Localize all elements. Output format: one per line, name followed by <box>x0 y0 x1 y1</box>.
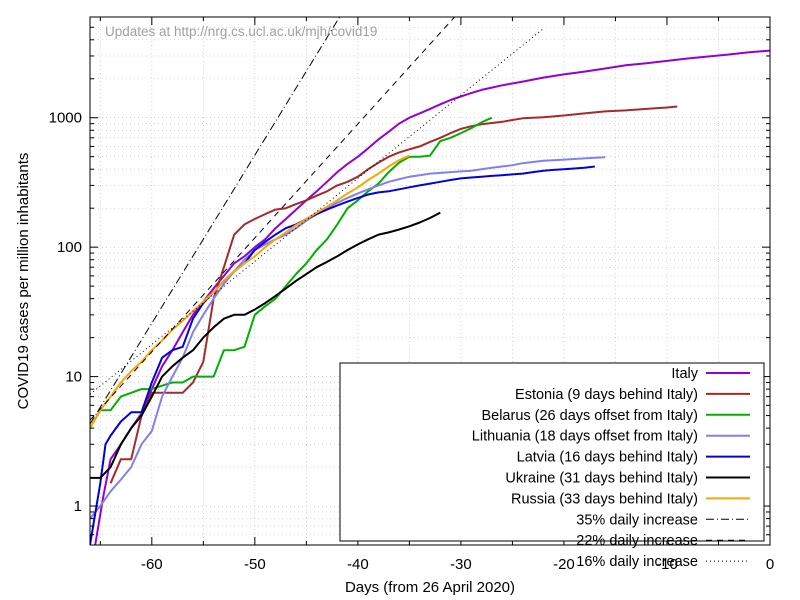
update-note: Updates at http://nrg.cs.ucl.ac.uk/mjh/c… <box>105 24 377 39</box>
legend-label-lithuania-18-days-offset-from-italy: Lithuania (18 days offset from Italy) <box>472 429 698 445</box>
ticks: -60 -50 -40 -30 -20 -10 0 1 10 100 1000 <box>49 17 774 573</box>
y-tick-label: 1000 <box>49 110 82 127</box>
series-line-35-daily-increase <box>90 17 341 425</box>
series-line-latvia-16-days-behind-italy <box>90 165 595 545</box>
x-tick-label: 0 <box>766 556 774 573</box>
legend: Italy Estonia (9 days behind Italy) Belaru… <box>339 362 765 570</box>
y-axis-title: COVID19 cases per million inhabitants <box>15 153 32 410</box>
legend-label-ukraine-31-days-behind-italy: Ukraine (31 days behind Italy) <box>505 471 698 487</box>
legend-box <box>339 362 765 542</box>
series-line-22-daily-increase <box>90 17 456 421</box>
x-axis-title: Days (from 26 April 2020) <box>345 579 515 596</box>
x-tick-label: -20 <box>553 556 575 573</box>
legend-label-22-daily-increase: 22% daily increase <box>576 533 698 549</box>
legend-label-estonia-9-days-behind-italy: Estonia (9 days behind Italy) <box>515 387 698 403</box>
series-line-estonia-9-days-behind-italy <box>109 105 678 484</box>
legend-label-belarus-26-days-offset-from-italy: Belarus (26 days offset from Italy) <box>481 408 698 424</box>
y-tick-label: 1 <box>74 498 82 515</box>
series-line-lithuania-18-days-offset-from-italy <box>90 156 606 520</box>
y-tick-label: 10 <box>65 369 82 386</box>
legend-label-russia-33-days-behind-italy: Russia (33 days behind Italy) <box>511 491 698 507</box>
plot-frame <box>89 16 771 546</box>
y-tick-label: 100 <box>57 239 82 256</box>
x-tick-label: -30 <box>450 556 472 573</box>
x-tick-label: -60 <box>141 556 163 573</box>
legend-label-latvia-16-days-behind-italy: Latvia (16 days behind Italy) <box>517 450 698 466</box>
x-tick-label: -40 <box>347 556 369 573</box>
x-tick-label: -50 <box>244 556 266 573</box>
series-layer <box>90 17 770 545</box>
legend-label-16-daily-increase: 16% daily increase <box>576 554 698 570</box>
legend-label-35-daily-increase: 35% daily increase <box>576 512 698 528</box>
series-line-russia-33-days-behind-italy <box>90 154 410 429</box>
series-line-ukraine-31-days-behind-italy <box>90 211 441 479</box>
series-line-italy <box>94 49 770 545</box>
legend-label-italy: Italy <box>671 366 698 382</box>
x-tick-label: -10 <box>656 556 678 573</box>
